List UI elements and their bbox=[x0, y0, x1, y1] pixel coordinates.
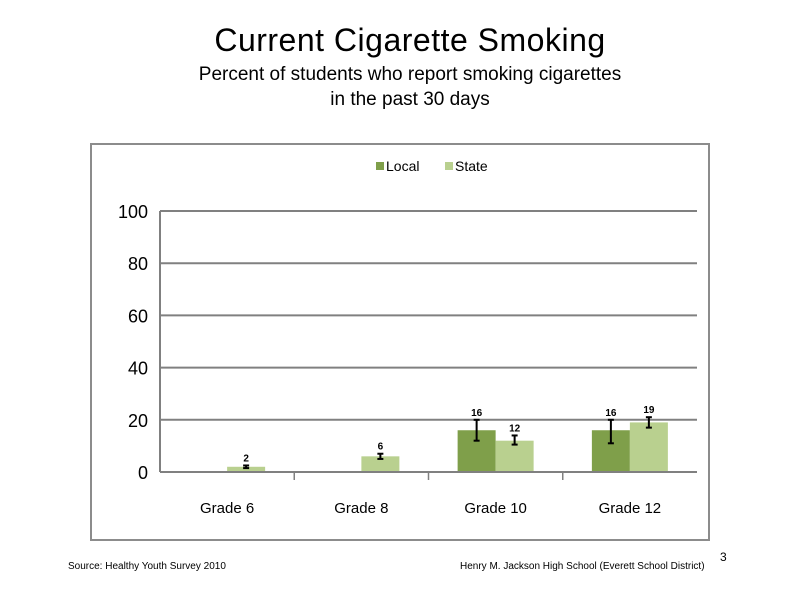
legend-label: Local bbox=[386, 158, 419, 174]
bar-state bbox=[227, 466, 266, 472]
y-tick-label: 20 bbox=[128, 411, 148, 431]
data-label: 16 bbox=[471, 408, 483, 419]
x-tick-label: Grade 12 bbox=[599, 500, 662, 517]
y-tick-label: 60 bbox=[128, 306, 148, 326]
bar-state bbox=[495, 440, 534, 472]
y-tick-label: 0 bbox=[138, 463, 148, 483]
data-label: 12 bbox=[509, 423, 521, 434]
y-tick-label: 40 bbox=[128, 359, 148, 379]
legend-swatch bbox=[376, 162, 384, 170]
source-note: Source: Healthy Youth Survey 2010 bbox=[68, 561, 226, 572]
chart-title: Current Cigarette Smoking bbox=[214, 22, 606, 58]
y-tick-label: 80 bbox=[128, 254, 148, 274]
data-label: 16 bbox=[605, 408, 617, 419]
y-tick-label: 100 bbox=[118, 202, 148, 222]
bar-state bbox=[629, 422, 668, 472]
x-tick-label: Grade 10 bbox=[464, 500, 527, 517]
x-tick-label: Grade 8 bbox=[334, 500, 388, 517]
chart-subtitle-line1: Percent of students who report smoking c… bbox=[198, 64, 622, 85]
data-label: 19 bbox=[643, 405, 655, 416]
data-label: 2 bbox=[243, 453, 249, 464]
page-number: 3 bbox=[720, 550, 727, 564]
chart-subtitle-line2: in the past 30 days bbox=[330, 89, 490, 110]
school-note: Henry M. Jackson High School (Everett Sc… bbox=[460, 561, 705, 572]
data-label: 6 bbox=[378, 442, 384, 453]
legend-label: State bbox=[455, 158, 488, 174]
x-tick-label: Grade 6 bbox=[200, 500, 254, 517]
bar-state bbox=[361, 456, 400, 472]
legend-swatch bbox=[445, 162, 453, 170]
chart-frame bbox=[90, 143, 710, 541]
